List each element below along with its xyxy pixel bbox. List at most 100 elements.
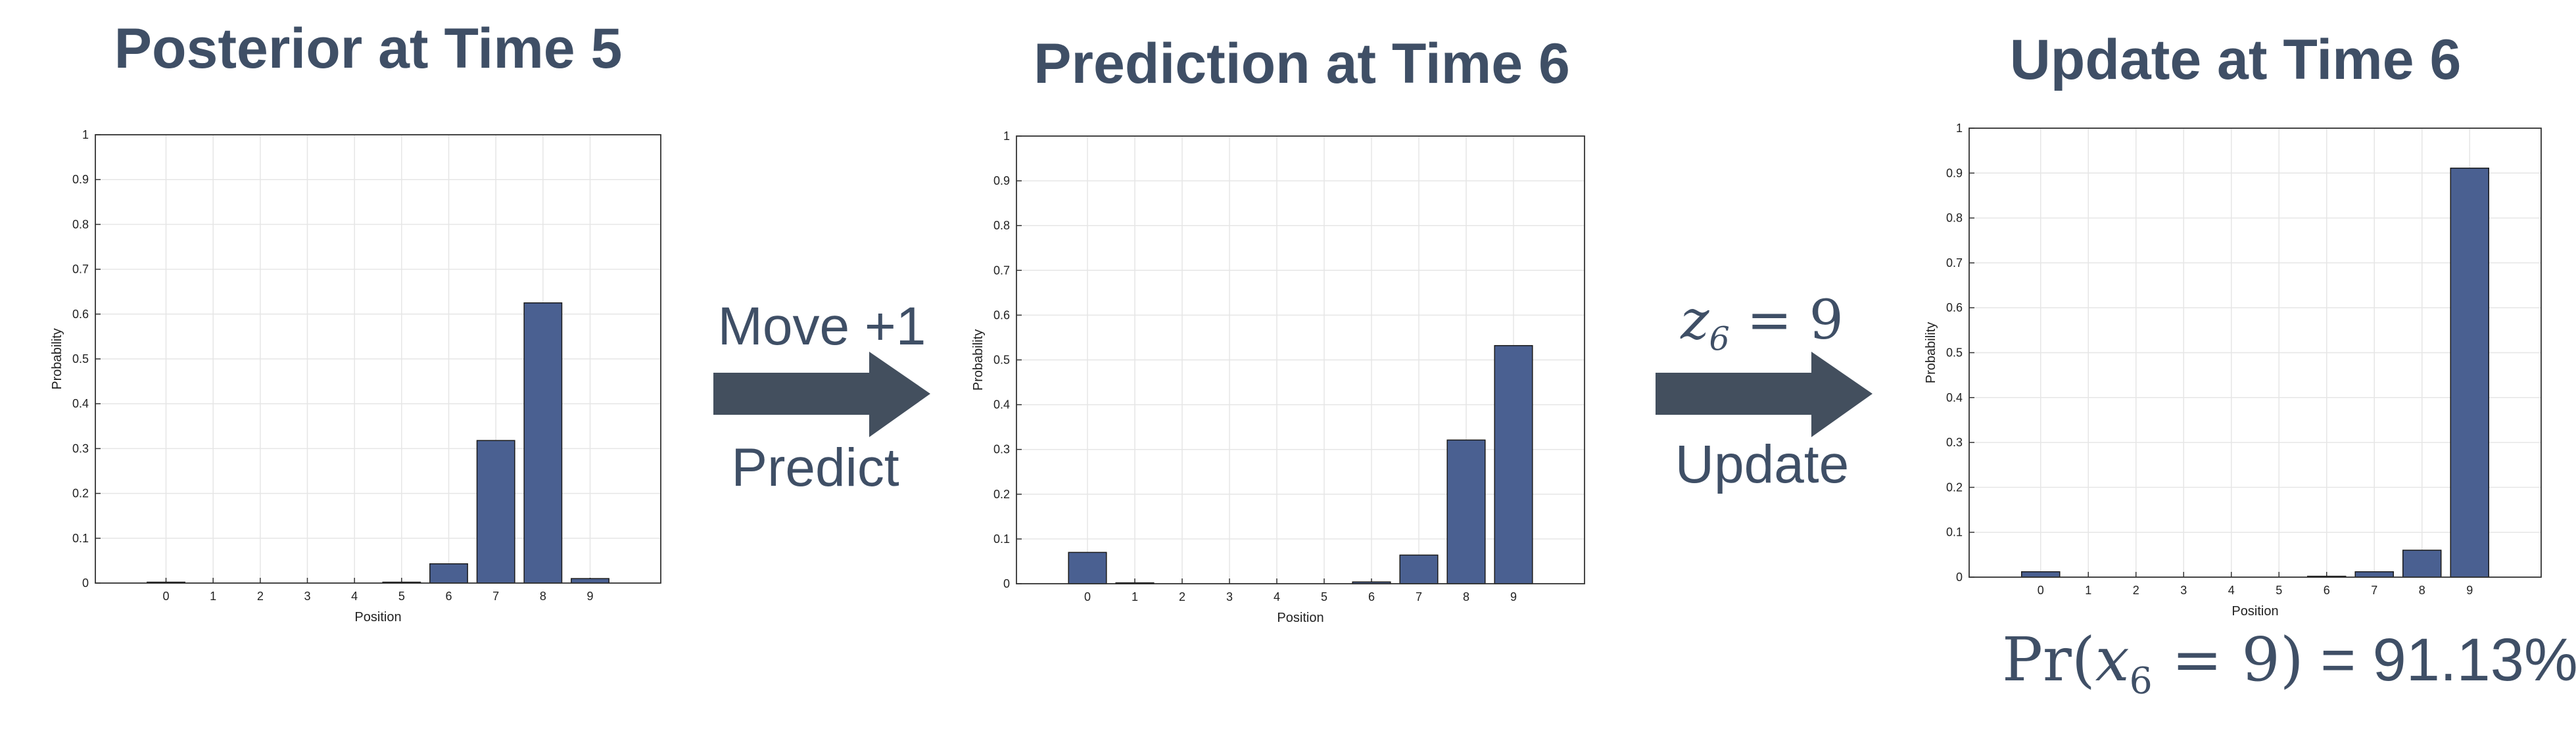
result-variable: x <box>2095 624 2130 695</box>
y-tick-label: 0.1 <box>72 532 89 545</box>
x-tick-label: 9 <box>586 590 593 603</box>
plot-frame <box>1016 135 1585 584</box>
x-tick-label: 1 <box>1132 590 1138 603</box>
x-tick-label: 4 <box>2228 584 2235 597</box>
y-tick-label: 0.8 <box>1946 212 1963 225</box>
x-tick-label: 3 <box>1226 590 1233 603</box>
x-tick-label: 6 <box>2324 584 2330 597</box>
predict-arrow-icon <box>713 352 930 437</box>
x-axis-label: Position <box>2231 604 2278 619</box>
y-tick-label: 0.2 <box>993 488 1010 501</box>
y-tick-label: 0.7 <box>72 263 89 276</box>
bar-8 <box>1446 439 1486 584</box>
x-tick-label: 8 <box>2419 584 2425 597</box>
plot-frame <box>95 134 661 584</box>
y-tick-label: 0.7 <box>993 264 1010 277</box>
x-tick-label: 4 <box>1274 590 1280 603</box>
y-tick-label: 1 <box>1003 129 1010 143</box>
y-tick-label: 0.8 <box>72 218 89 231</box>
result-subscript: 6 <box>2129 660 2153 703</box>
result-prefix: Pr( <box>2002 624 2095 695</box>
measurement-variable: z <box>1681 289 1709 352</box>
bar-9 <box>2450 168 2489 578</box>
y-tick-label: 0.9 <box>993 174 1010 187</box>
measurement-subscript: 6 <box>1709 319 1730 358</box>
x-tick-label: 3 <box>2180 584 2187 597</box>
measurement-value: = 9 <box>1729 289 1844 352</box>
x-tick-label: 0 <box>162 590 169 603</box>
bar-8 <box>2402 550 2442 578</box>
bar-7 <box>2354 571 2394 578</box>
x-tick-label: 0 <box>2038 584 2044 597</box>
bar-0 <box>1068 552 1107 584</box>
y-tick-label: 0.2 <box>1946 481 1963 494</box>
x-tick-label: 2 <box>1179 590 1185 603</box>
y-tick-label: 0.1 <box>1946 526 1963 539</box>
y-tick-label: 0.5 <box>72 352 89 365</box>
x-tick-label: 1 <box>210 590 216 603</box>
x-tick-label: 8 <box>540 590 546 603</box>
x-tick-label: 6 <box>1368 590 1375 603</box>
x-tick-label: 2 <box>2133 584 2139 597</box>
y-tick-label: 0.1 <box>993 532 1010 546</box>
x-tick-label: 5 <box>1321 590 1327 603</box>
x-tick-label: 6 <box>445 590 452 603</box>
update-label: Update <box>1675 435 1849 494</box>
y-tick-label: 0.3 <box>1946 436 1963 449</box>
panel-title-prediction: Prediction at Time 6 <box>1034 32 1570 95</box>
x-tick-label: 1 <box>2085 584 2091 597</box>
bar-7 <box>476 440 515 584</box>
x-tick-label: 7 <box>492 590 499 603</box>
x-axis-label: Position <box>1277 611 1324 625</box>
y-tick-label: 0.6 <box>72 308 89 321</box>
x-tick-label: 9 <box>1510 590 1517 603</box>
posterior-result: Pr(x6 = 9) = 91.13% <box>2002 624 2576 702</box>
y-tick-label: 0.6 <box>993 308 1010 321</box>
y-tick-label: 0.4 <box>993 398 1010 412</box>
predict-label: Predict <box>731 438 899 498</box>
x-axis-label: Position <box>354 610 401 624</box>
y-tick-label: 0.5 <box>1946 346 1963 360</box>
x-tick-label: 0 <box>1084 590 1091 603</box>
x-tick-label: 9 <box>2466 584 2473 597</box>
y-axis-label: Probability <box>50 328 64 389</box>
bar-6 <box>429 563 468 584</box>
y-tick-label: 0.8 <box>993 219 1010 232</box>
measurement-label: z6 = 9 <box>1644 289 1880 358</box>
y-tick-label: 0.4 <box>72 397 89 410</box>
x-tick-label: 7 <box>1416 590 1422 603</box>
x-tick-label: 5 <box>398 590 405 603</box>
y-tick-label: 0 <box>1956 571 1963 584</box>
bar-0 <box>2021 571 2061 578</box>
x-tick-label: 4 <box>351 590 358 603</box>
y-tick-label: 0.4 <box>1946 391 1963 404</box>
y-tick-label: 0.9 <box>72 173 89 186</box>
y-tick-label: 0.5 <box>993 354 1010 367</box>
result-value: = 91.13% <box>2303 626 2576 694</box>
plot-frame <box>1968 128 2542 578</box>
x-tick-label: 3 <box>304 590 310 603</box>
y-tick-label: 1 <box>1956 122 1963 135</box>
x-tick-label: 8 <box>1463 590 1469 603</box>
x-tick-label: 2 <box>257 590 264 603</box>
move-label: Move +1 <box>717 296 926 356</box>
y-tick-label: 0.2 <box>72 487 89 500</box>
y-tick-label: 0 <box>1003 577 1010 590</box>
x-tick-label: 5 <box>2276 584 2282 597</box>
y-tick-label: 0.6 <box>1946 301 1963 314</box>
result-condition: = 9) <box>2152 624 2304 695</box>
panel-title-update: Update at Time 6 <box>2009 28 2462 91</box>
y-tick-label: 0.9 <box>1946 166 1963 179</box>
bar-8 <box>523 302 563 584</box>
y-tick-label: 0.7 <box>1946 256 1963 270</box>
y-tick-label: 1 <box>82 128 89 141</box>
y-axis-label: Probability <box>1924 322 1938 383</box>
bar-7 <box>1399 554 1439 584</box>
panel-title-posterior: Posterior at Time 5 <box>114 17 623 80</box>
y-tick-label: 0.3 <box>72 442 89 455</box>
y-tick-label: 0 <box>82 576 89 590</box>
y-tick-label: 0.3 <box>993 443 1010 456</box>
